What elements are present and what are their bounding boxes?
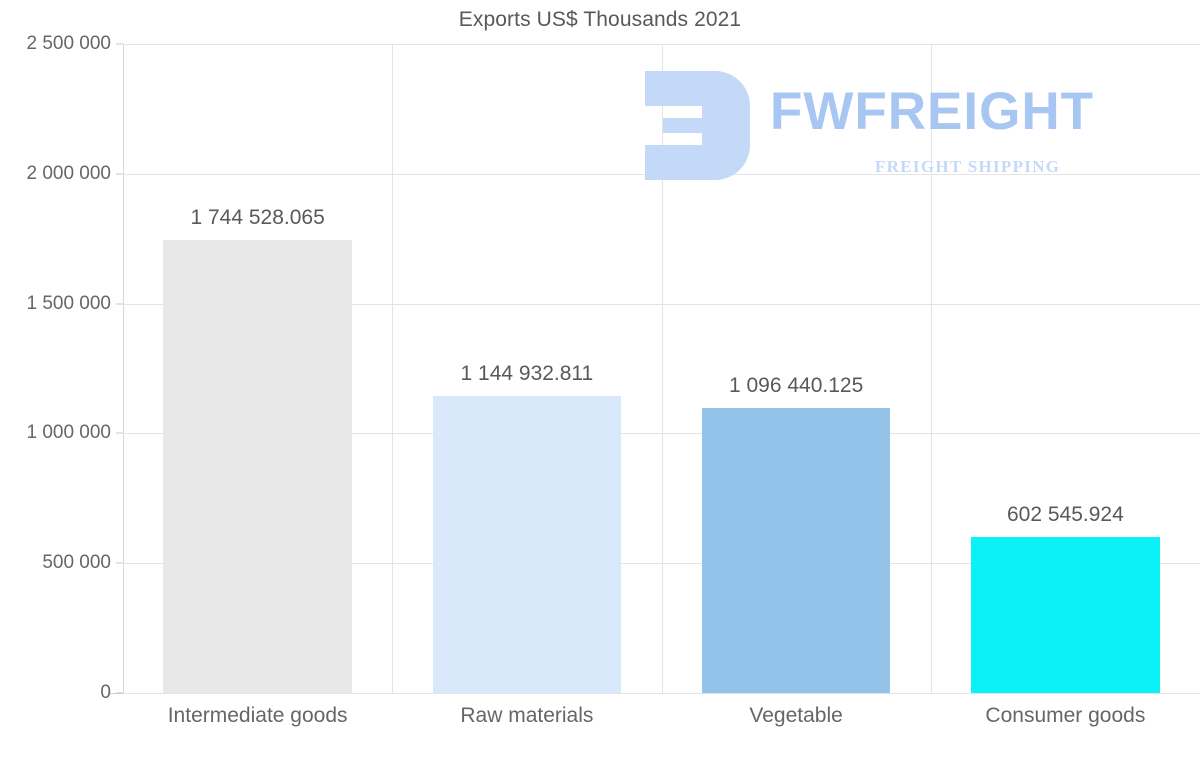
gridline-vertical xyxy=(392,44,393,693)
gridline-horizontal xyxy=(123,303,1200,305)
y-axis-tick-label: 2 500 000 xyxy=(26,33,111,54)
bar[interactable] xyxy=(163,240,352,693)
gridline-horizontal xyxy=(123,563,1200,565)
y-axis-tick-label: 2 000 000 xyxy=(26,162,111,184)
gridline-horizontal xyxy=(123,433,1200,435)
x-axis-category-label: Consumer goods xyxy=(985,704,1146,727)
y-axis-tick-mark xyxy=(116,303,123,305)
y-axis-tick-mark xyxy=(116,43,123,45)
x-axis-category-label: Intermediate goods xyxy=(167,704,348,727)
bar-value-label: 1 744 528.065 xyxy=(190,206,325,230)
y-axis-tick-mark xyxy=(116,562,123,564)
plot-area xyxy=(123,44,1200,694)
bar-value-label: 602 545.924 xyxy=(1006,502,1124,526)
bar[interactable] xyxy=(971,536,1160,693)
y-axis-tick-mark xyxy=(116,173,123,175)
chart-title: Exports US$ Thousands 2021 xyxy=(458,8,742,31)
bar-value-label: 1 096 440.125 xyxy=(728,374,864,398)
y-axis-tick-label: 1 000 000 xyxy=(26,422,111,444)
y-axis-tick-mark xyxy=(116,432,123,434)
y-axis-line xyxy=(123,44,124,694)
gridline-horizontal xyxy=(123,693,1200,694)
y-axis-tick-label: 0 xyxy=(100,682,111,703)
gridline-horizontal xyxy=(123,44,1200,45)
x-axis-category-label: Vegetable xyxy=(749,704,843,727)
y-axis-tick-label: 1 500 000 xyxy=(26,292,111,314)
bar[interactable] xyxy=(701,408,891,693)
gridline-vertical xyxy=(662,44,663,693)
y-axis-tick-mark xyxy=(116,692,123,694)
y-axis-tick-label: 500 000 xyxy=(42,552,111,574)
bar-value-label: 1 144 932.811 xyxy=(460,361,594,385)
bar[interactable] xyxy=(432,395,622,693)
gridline-vertical xyxy=(931,44,932,693)
x-axis-category-label: Raw materials xyxy=(460,704,594,727)
